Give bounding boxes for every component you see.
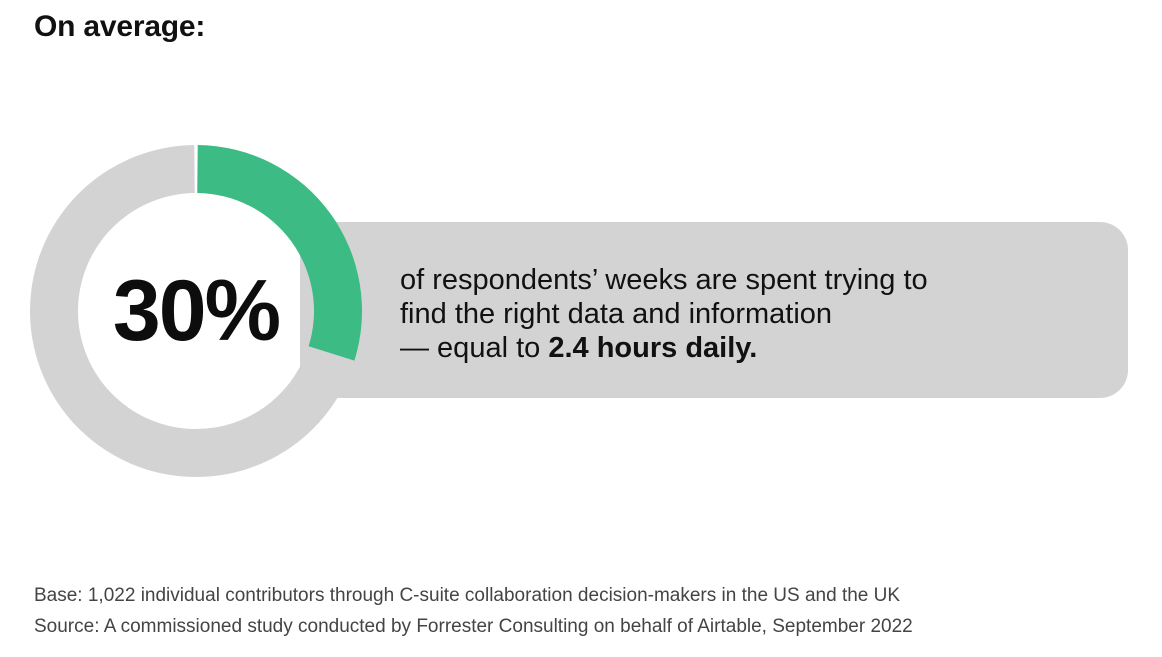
statement-highlight: 2.4 hours daily. bbox=[548, 332, 758, 364]
statement-panel bbox=[300, 222, 1128, 398]
statement-text: of respondents’ weeks are spent trying t… bbox=[400, 263, 1100, 365]
footnote-source: Source: A commissioned study conducted b… bbox=[34, 616, 913, 637]
donut-slice-remainder bbox=[29, 145, 354, 477]
statement-line-2: find the right data and information bbox=[400, 298, 833, 330]
donut-slice-highlight bbox=[197, 145, 362, 361]
footnotes: Base: 1,022 individual contributors thro… bbox=[34, 580, 913, 642]
footnote-base: Base: 1,022 individual contributors thro… bbox=[34, 585, 901, 606]
page-title: On average: bbox=[34, 10, 206, 43]
donut-chart bbox=[29, 145, 362, 477]
statement-line-1: of respondents’ weeks are spent trying t… bbox=[400, 264, 928, 296]
statement-line-3-prefix: — equal to bbox=[400, 332, 549, 364]
statement-line-3: — equal to 2.4 hours daily. bbox=[400, 331, 1100, 365]
